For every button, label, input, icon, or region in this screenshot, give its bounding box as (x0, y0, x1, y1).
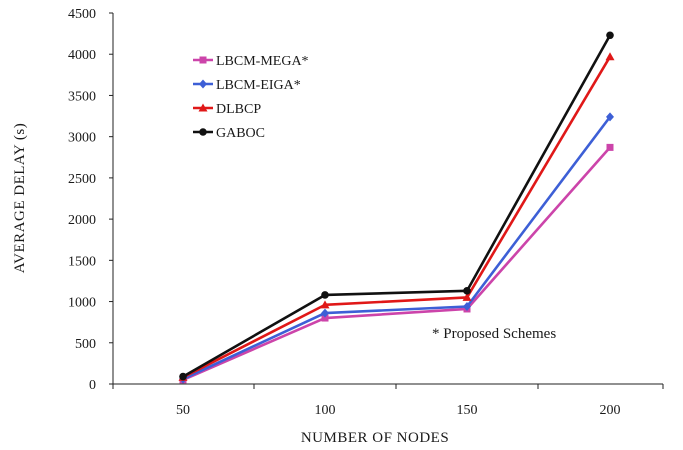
data-point (606, 143, 614, 151)
legend-item: LBCM-MEGA* (193, 54, 309, 69)
y-tick-label: 3000 (68, 131, 96, 146)
series-line (182, 146, 611, 382)
legend-swatch-marker (199, 56, 207, 64)
data-point (463, 302, 471, 312)
data-point (179, 372, 187, 381)
y-tick-label: 1000 (68, 296, 96, 311)
y-tick-label: 2000 (68, 213, 96, 228)
series-line (182, 56, 612, 379)
y-tick-label: 0 (89, 378, 96, 393)
data-point (320, 300, 330, 309)
data-point (606, 112, 614, 122)
x-tick-label: 150 (457, 403, 478, 418)
legend-swatch-marker (199, 79, 207, 89)
legend: LBCM-MEGA* LBCM-EIGA* DLBCP GABOC (193, 54, 309, 141)
series-line (182, 116, 612, 381)
legend-label: LBCM-EIGA* (216, 78, 301, 93)
y-tick-label: 500 (75, 337, 96, 352)
x-tick-label: 50 (176, 403, 190, 418)
series-lbcm-eiga- (179, 112, 614, 384)
data-point (321, 314, 329, 322)
x-tick-label: 200 (600, 403, 621, 418)
legend-item: GABOC (193, 126, 265, 141)
data-point (462, 292, 472, 301)
legend-label: DLBCP (216, 102, 261, 117)
x-tick-labels: 50 100 150 200 (112, 384, 664, 418)
data-point (606, 31, 614, 40)
data-point (605, 52, 615, 61)
legend-item: LBCM-EIGA* (193, 78, 301, 93)
legend-swatch-marker (199, 128, 207, 136)
series-line (182, 34, 612, 378)
legend-item: DLBCP (193, 102, 261, 117)
y-tick-label: 4000 (68, 48, 96, 63)
data-point (463, 287, 471, 295)
series-lbcm-mega- (179, 143, 614, 384)
y-tick-label: 4500 (68, 7, 96, 22)
data-point (321, 291, 329, 299)
legend-swatch-marker (198, 103, 208, 112)
y-tick-label: 3500 (68, 89, 96, 104)
series-layer (178, 31, 615, 384)
x-tick-label: 100 (315, 403, 336, 418)
x-axis-title: NUMBER OF NODES (301, 430, 449, 446)
series-gaboc (179, 31, 614, 381)
proposed-schemes-note: * Proposed Schemes (432, 326, 556, 342)
y-tick-labels: 0 500 1000 1500 2000 2500 3000 3500 4000 4500 (68, 7, 113, 393)
y-tick-label: 2500 (68, 172, 96, 187)
legend-label: GABOC (216, 126, 265, 141)
data-point (321, 308, 329, 318)
y-tick-label: 1500 (68, 254, 96, 269)
axes (112, 13, 663, 385)
y-axis-title: AVERAGE DELAY (s) (12, 123, 28, 273)
legend-label: LBCM-MEGA* (216, 54, 309, 69)
